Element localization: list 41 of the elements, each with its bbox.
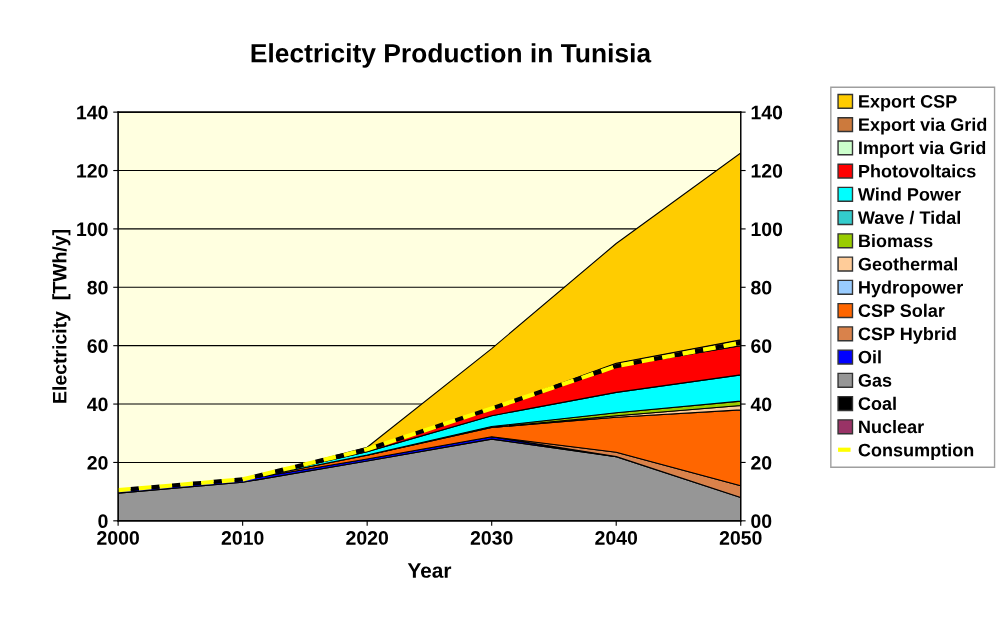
x-tick-label: 2050 bbox=[719, 531, 762, 545]
legend-label: Consumption bbox=[858, 443, 974, 461]
y2-tick-label: 100 bbox=[751, 222, 783, 237]
legend-label: Import via Grid bbox=[859, 141, 986, 158]
y-tick-label: 100 bbox=[77, 222, 108, 237]
legend-label: Hydropower bbox=[859, 280, 963, 298]
legend-label: Geothermal bbox=[858, 257, 957, 271]
legend-label: Nuclear bbox=[859, 419, 924, 434]
y2-tick-label: 40 bbox=[750, 397, 772, 412]
y-tick-label: 40 bbox=[87, 397, 108, 412]
x-axis-title: Year bbox=[407, 563, 452, 578]
legend-label: Oil bbox=[858, 350, 881, 364]
y-axis-title: Electricity [TWh/y] bbox=[52, 230, 71, 403]
y-tick-label: 80 bbox=[87, 280, 108, 295]
x-tick-label: 2000 bbox=[97, 531, 139, 545]
legend-label: Export via Grid bbox=[859, 117, 987, 135]
x-tick-label: 2030 bbox=[470, 531, 513, 545]
legend-label: Gas bbox=[858, 373, 892, 387]
y-tick-label: 0 bbox=[98, 514, 108, 529]
y-tick-label: 120 bbox=[77, 163, 108, 178]
legend-label: Wind Power bbox=[857, 187, 961, 201]
x-tick-label: 2040 bbox=[595, 531, 638, 545]
y-tick-label: 20 bbox=[87, 455, 108, 470]
chart-title: Electricity Production in Tunisia bbox=[251, 43, 652, 68]
x-tick-label: 2010 bbox=[221, 531, 264, 545]
legend-label: CSP Solar bbox=[858, 303, 945, 318]
legend-label: CSP Hybrid bbox=[858, 327, 956, 344]
y2-tick-label: 00 bbox=[751, 514, 772, 529]
y-tick-label: 60 bbox=[87, 339, 108, 353]
y2-tick-label: 120 bbox=[751, 163, 783, 178]
y-tick-label: 140 bbox=[77, 105, 108, 120]
legend-label: Coal bbox=[858, 396, 896, 411]
y2-tick-label: 80 bbox=[751, 280, 772, 295]
y2-tick-label: 20 bbox=[751, 455, 772, 470]
y2-tick-label: 60 bbox=[751, 339, 772, 353]
legend-label: Wave / Tidal bbox=[857, 210, 960, 225]
legend-label: Biomass bbox=[859, 234, 933, 248]
x-tick-label: 2020 bbox=[346, 531, 388, 545]
legend-label: Photovoltaics bbox=[859, 164, 976, 178]
y2-tick-label: 140 bbox=[751, 105, 783, 120]
legend-label: Export CSP bbox=[859, 95, 957, 112]
